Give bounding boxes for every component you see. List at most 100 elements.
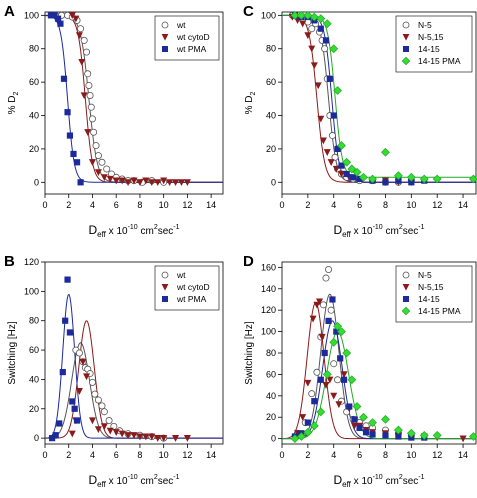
data-point [88,417,96,425]
data-point [329,44,339,54]
data-point [469,174,477,184]
data-point [311,398,318,405]
legend-label: 14-15 [418,44,440,54]
data-point [408,179,415,186]
data-point [100,408,108,416]
panel-letter: C [243,3,254,20]
series-3 [290,321,477,444]
data-point [330,112,337,119]
series-1 [68,12,191,187]
legend-marker [161,34,169,41]
x-tick-label: 4 [331,450,336,460]
x-axis-title: Deff x 10-10 cm2sec-1 [88,223,179,239]
data-point [334,145,341,153]
data-point [60,75,68,82]
data-point [303,10,313,20]
y-tick-label: 40 [266,391,276,401]
data-point [172,435,180,442]
legend-marker [161,284,169,291]
data-point [299,20,307,28]
data-point [419,431,429,440]
data-point [313,368,321,376]
x-tick-label: 10 [159,450,169,460]
y-tick-label: 40 [29,111,39,121]
x-tick-label: 8 [383,200,388,210]
data-point [316,298,324,306]
data-point [337,141,346,150]
x-tick-label: 4 [90,200,95,210]
data-point [124,179,132,187]
x-tick-label: 0 [279,200,284,210]
legend-marker [403,296,409,302]
legend-marker [162,46,168,52]
data-point [77,25,85,33]
data-point [337,170,345,178]
y-tick-label: 100 [24,286,39,296]
data-point [49,435,56,442]
y-tick-label: 20 [29,144,39,154]
data-point [459,435,467,443]
data-point [172,179,180,187]
plot-frame [281,11,477,195]
data-point [51,12,58,19]
data-point [308,45,316,53]
legend-label: 14-15 PMA [418,56,461,66]
legend-marker [161,271,169,279]
legend-label: N-5 [418,270,432,280]
data-point [368,174,377,184]
data-point [84,70,92,78]
data-point [323,149,331,156]
y-tick-label: 120 [24,257,39,267]
x-tick-label: 2 [305,450,310,460]
series-0 [52,11,168,186]
y-tick-label: 80 [266,348,276,358]
data-point [359,412,368,422]
data-point [321,45,329,53]
data-point [326,376,334,384]
x-axis-title: Deff x 10-10 cm2sec-1 [333,223,424,239]
y-tick-label: 100 [24,10,39,20]
data-point [308,25,316,33]
x-tick-label: 14 [206,450,216,460]
x-tick-label: 10 [159,200,169,210]
y-tick-label: 40 [29,374,39,384]
data-point [290,10,300,20]
data-point [347,375,357,385]
data-point [92,142,100,150]
x-tick-label: 4 [90,450,95,460]
data-point [177,179,185,187]
data-point [309,12,319,22]
x-tick-label: 8 [137,450,142,460]
data-point [68,430,76,438]
data-point [316,407,326,417]
x-tick-label: 10 [406,200,416,210]
data-point [136,433,144,441]
data-point [333,328,340,335]
data-point [88,115,96,123]
y-tick-label: 60 [29,345,39,355]
data-point [395,433,402,440]
data-point [469,432,477,441]
panel-a: A 0 2 4 6 8 10 12 14 0 20 40 60 80 100 Deff x 10-10 cm2… [4,3,224,239]
data-point [118,177,126,185]
data-point [59,368,66,376]
fit-curve-0 [45,342,223,439]
data-point [351,416,358,423]
data-point [79,358,87,366]
data-point [332,165,340,173]
data-point [342,348,352,358]
data-point [80,92,88,100]
data-point [130,177,138,185]
data-point [303,427,313,437]
data-point [340,371,348,379]
legend-label: wt cytoD [176,32,210,42]
data-point [381,147,390,157]
y-axis-title: Switching [Hz] [244,321,255,385]
panel-b: B 0 2 4 6 8 10 12 14 0 20 40 60 80 100 120 Deff x 10-10 … [4,253,224,489]
x-tick-label: 12 [182,450,192,460]
data-point [94,169,102,176]
legend-label: N-5,15 [418,282,444,292]
data-point [406,428,416,438]
data-point [347,164,357,174]
data-point [183,435,191,442]
